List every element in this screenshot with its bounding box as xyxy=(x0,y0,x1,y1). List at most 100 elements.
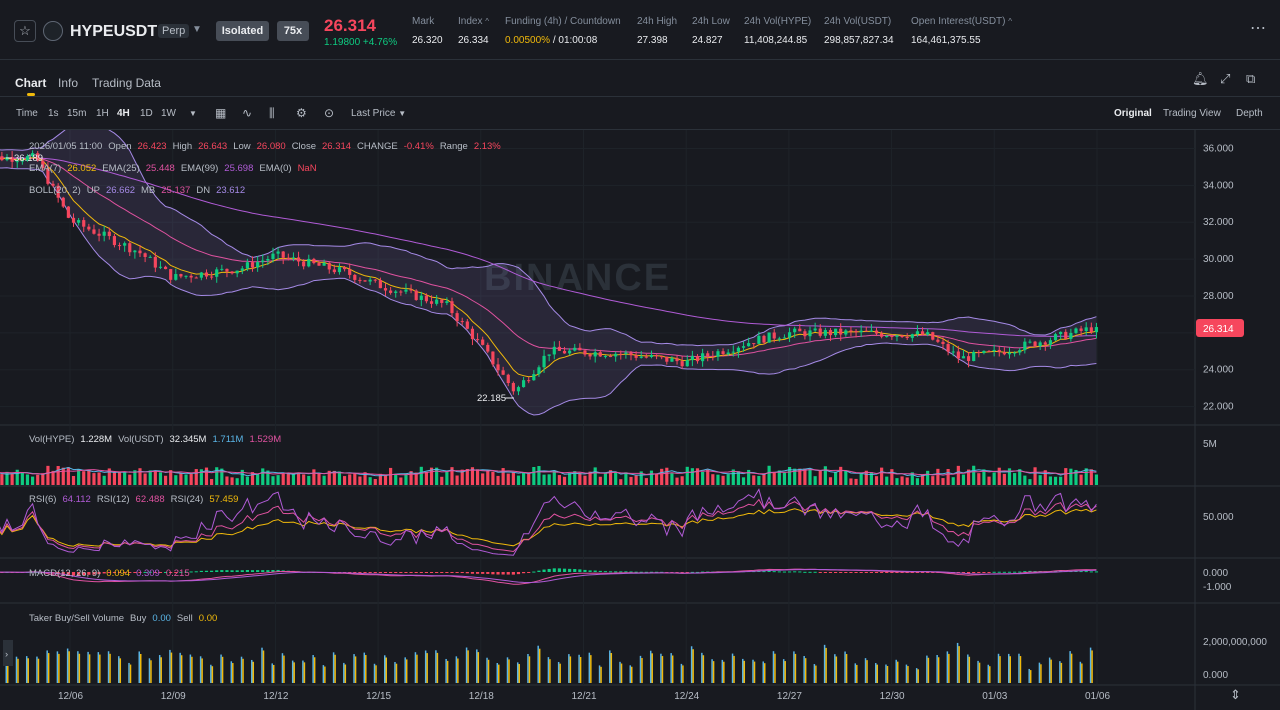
taker-buy-bar xyxy=(353,654,355,683)
candle-body xyxy=(880,333,884,337)
expand-pane-icon[interactable]: › xyxy=(3,640,13,666)
taker-sell-bar xyxy=(395,663,398,683)
taker-sell-bar xyxy=(774,653,776,683)
reset-zoom-icon[interactable]: ⇕ xyxy=(1230,687,1241,702)
interval-dropdown-icon[interactable]: ▼ xyxy=(189,109,197,118)
macd-histogram-bar xyxy=(573,569,577,572)
chart-style-icon[interactable]: ⫼ xyxy=(269,106,275,120)
volume-bar xyxy=(256,474,260,485)
view-trading-view[interactable]: Trading View xyxy=(1163,108,1221,119)
volume-bar xyxy=(997,467,1001,485)
interval-4h[interactable]: 4H xyxy=(117,108,130,119)
volume-bar xyxy=(138,468,142,485)
macd-histogram-bar xyxy=(972,572,976,573)
taker-buy-bar xyxy=(609,650,611,683)
macd-histogram-bar xyxy=(588,570,592,572)
candle-body xyxy=(828,330,833,336)
macd-histogram-bar xyxy=(803,571,807,573)
view-original[interactable]: Original xyxy=(1114,108,1152,119)
candle-body xyxy=(245,262,249,269)
volume-bar xyxy=(711,474,715,485)
interval-15m[interactable]: 15m xyxy=(67,108,87,119)
volume-bar xyxy=(102,475,106,485)
taker-buy-bar xyxy=(844,651,846,683)
candle-body xyxy=(87,226,91,230)
volume-bar xyxy=(803,468,807,485)
taker-buy-bar xyxy=(987,664,990,683)
more-options-icon[interactable]: ⋯ xyxy=(1250,20,1266,37)
volume-bar xyxy=(695,468,700,485)
interval-1w[interactable]: 1W xyxy=(161,108,176,119)
volume-bar xyxy=(409,471,413,485)
symbol-name[interactable]: HYPEUSDT xyxy=(70,23,158,40)
info-caret-icon[interactable]: ^ xyxy=(1008,17,1013,26)
symbol-dropdown-icon[interactable]: ▼ xyxy=(192,24,202,35)
price-axis-label: 34.000 xyxy=(1203,180,1234,191)
candle-body xyxy=(312,258,316,264)
rsi24-label: RSI(24) xyxy=(171,494,204,505)
margin-mode-button[interactable]: Isolated xyxy=(216,21,269,41)
volume-bar xyxy=(634,475,638,485)
candle-body xyxy=(143,253,147,257)
boll-up-value: 26.662 xyxy=(106,185,135,196)
candle-body xyxy=(639,356,643,358)
favorite-star-icon[interactable]: ☆ xyxy=(14,20,36,42)
boll-lower-line xyxy=(0,167,1097,416)
macd-histogram-bar xyxy=(1023,571,1027,573)
indicator-icon[interactable]: ∿ xyxy=(242,106,253,120)
volume-bar xyxy=(731,469,735,485)
taker-buy-bar xyxy=(46,650,48,683)
interval-1h[interactable]: 1H xyxy=(96,108,109,119)
stat-funding: Funding (4h) / Countdown 0.00500% / 01:0… xyxy=(505,16,621,46)
candle-body xyxy=(112,236,117,246)
volume-bar xyxy=(506,473,510,485)
volume-bar xyxy=(920,474,925,485)
candle-body xyxy=(358,279,362,281)
low-marker: 22.185 xyxy=(477,393,514,404)
macd-histogram-bar xyxy=(506,572,510,575)
taker-buy-bar xyxy=(721,659,724,683)
interval-1d[interactable]: 1D xyxy=(140,108,153,119)
candle-body xyxy=(36,153,40,161)
candle-body xyxy=(537,367,541,375)
candle-body xyxy=(798,328,802,332)
macd-histogram-bar xyxy=(552,568,556,572)
close-label: Close xyxy=(292,141,316,152)
expand-icon[interactable]: ⤢ xyxy=(1220,71,1231,86)
taker-buy-bar xyxy=(138,651,140,683)
kline-chart[interactable]: BINANCE 2026/01/05 11:00 Open 26.423 High 26… xyxy=(0,130,1280,710)
taker-buy-bar xyxy=(967,654,969,683)
interval-1s[interactable]: 1s xyxy=(48,108,59,119)
macd-histogram-bar xyxy=(470,572,475,574)
stat-label: Open Interest(USDT) xyxy=(911,16,1006,27)
calendar-icon[interactable]: ▦ xyxy=(215,106,227,120)
macd-histogram-bar xyxy=(107,572,111,574)
tab-trading-data[interactable]: Trading Data xyxy=(92,76,161,90)
settings-icon[interactable]: ⚙ xyxy=(296,106,307,120)
info-caret-icon[interactable]: ^ xyxy=(485,17,490,26)
tab-chart[interactable]: Chart xyxy=(15,76,47,90)
bell-icon[interactable]: 🔔︎ xyxy=(1192,71,1209,86)
candle-body xyxy=(123,243,127,246)
view-depth[interactable]: Depth xyxy=(1236,108,1263,119)
drawing-tool-icon[interactable]: ⊙ xyxy=(324,106,335,120)
candle-body xyxy=(455,313,459,322)
open-label: Open xyxy=(108,141,131,152)
taker-buy-bar xyxy=(179,652,181,683)
taker-buy-bar xyxy=(158,655,161,683)
price-type-select[interactable]: Last Price ▼ xyxy=(351,108,406,119)
chevron-down-icon: ▼ xyxy=(398,109,407,118)
volume-bar xyxy=(956,465,960,485)
stat-24h-vol-base: 24h Vol(HYPE) 11,408,244.85 xyxy=(744,16,811,46)
taker-sell-bar xyxy=(753,661,756,683)
popout-icon[interactable]: ⧉ xyxy=(1246,71,1256,86)
leverage-button[interactable]: 75x xyxy=(277,21,309,41)
volume-bar xyxy=(174,475,178,485)
volume-bar xyxy=(915,478,920,485)
stat-label: Index xyxy=(458,16,483,27)
volume-bar xyxy=(1002,473,1006,485)
tab-info[interactable]: Info xyxy=(58,76,79,90)
taker-sell-bar xyxy=(794,653,797,683)
